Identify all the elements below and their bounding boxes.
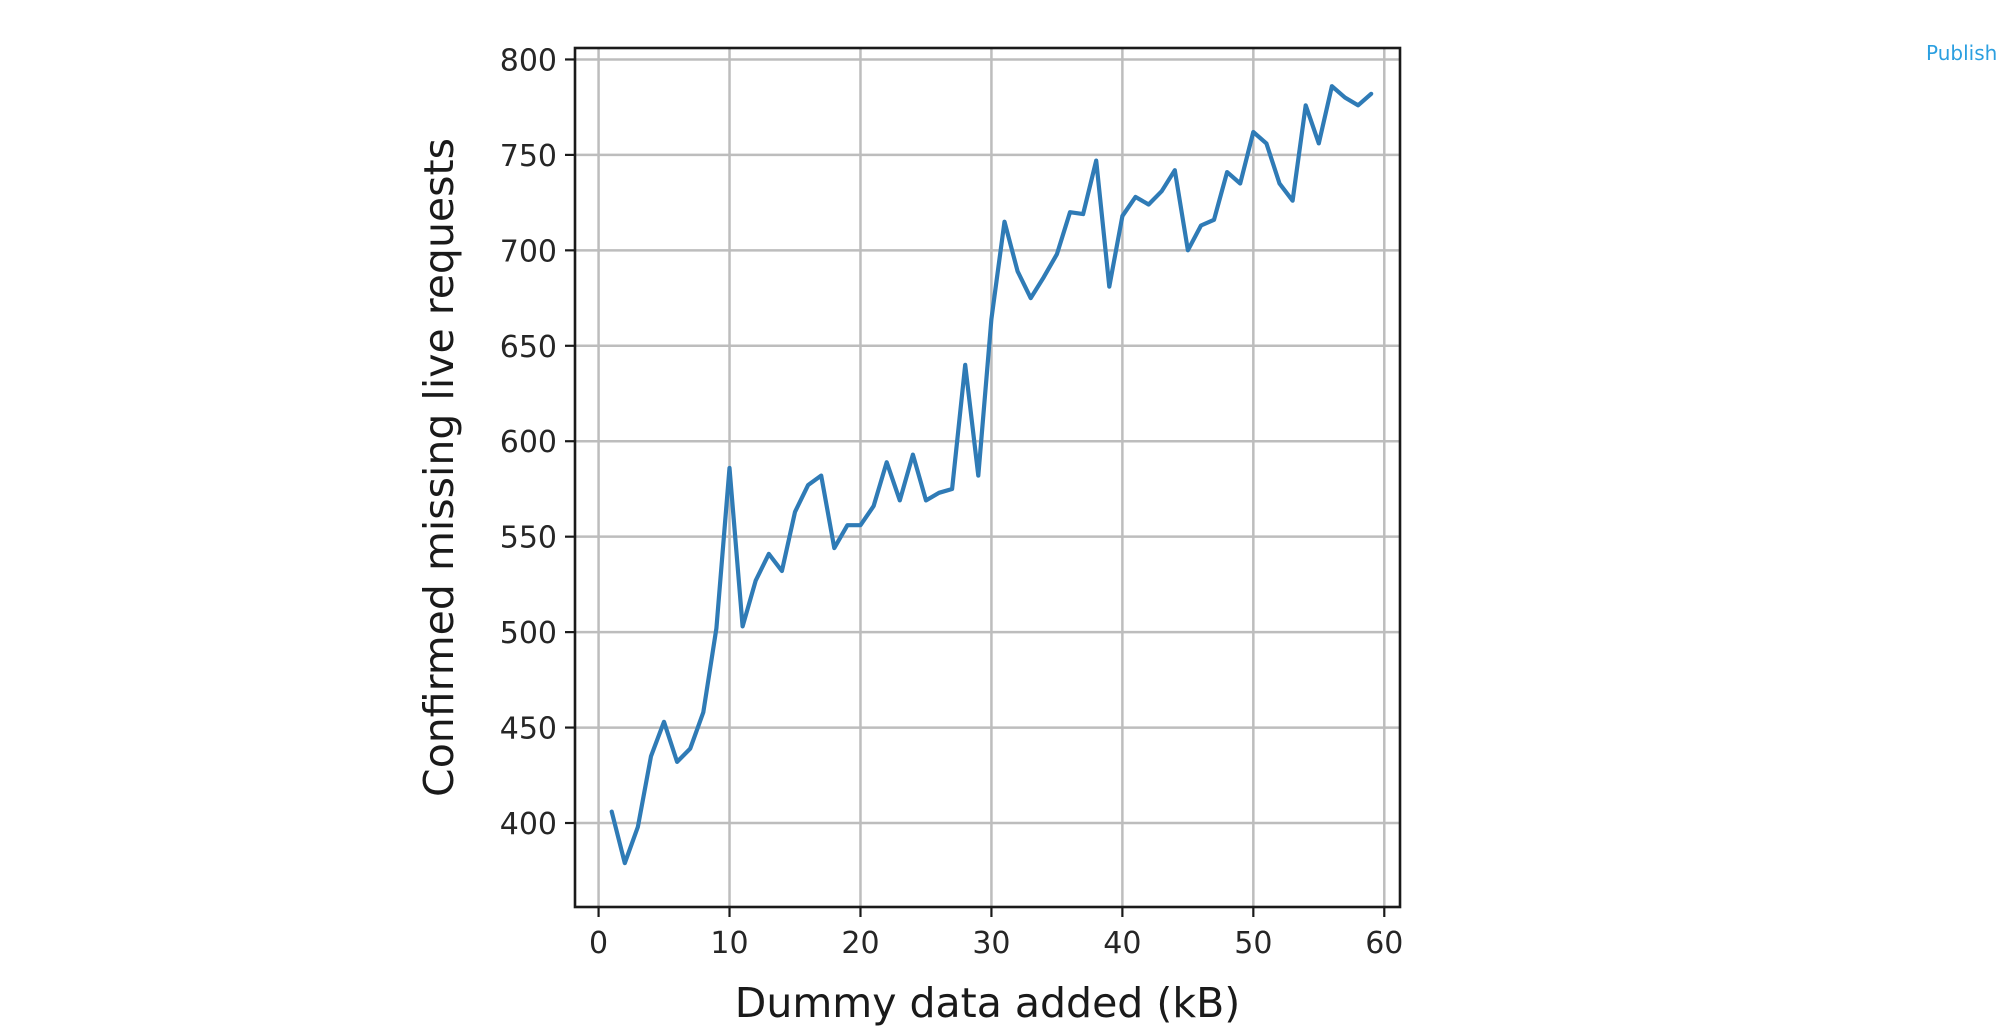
y-tick-label: 450: [500, 712, 557, 747]
y-tick-label: 600: [500, 425, 557, 460]
y-tick-label: 550: [500, 521, 557, 556]
x-tick-label: 40: [1103, 926, 1141, 961]
publish-label: Publish: [1926, 41, 1998, 65]
x-tick-label: 0: [589, 926, 608, 961]
publish-link[interactable]: Publish▾: [1926, 41, 2000, 65]
x-axis-title: Dummy data added (kB): [735, 979, 1240, 1027]
y-tick-label: 650: [500, 330, 557, 365]
x-tick-label: 10: [710, 926, 748, 961]
y-tick-label: 400: [500, 807, 557, 842]
y-tick-label: 800: [500, 43, 557, 78]
y-tick-label: 750: [500, 139, 557, 174]
x-tick-label: 50: [1234, 926, 1272, 961]
y-tick-label: 700: [500, 234, 557, 269]
series-layer: [609, 84, 1374, 866]
plot-frame: [573, 46, 1402, 909]
grid-lines: [575, 48, 1400, 907]
x-tick-label: 60: [1365, 926, 1403, 961]
y-axis-title: Confirmed missing live requests: [415, 138, 463, 797]
x-tick-label: 20: [841, 926, 879, 961]
y-tick-label: 500: [500, 616, 557, 651]
tick-labels: 0 10 20 30 40 50 60 400 450 500 550 600 650 700 750 800: [500, 43, 1404, 961]
series-line: [609, 84, 1374, 866]
x-tick-label: 30: [972, 926, 1010, 961]
ticks: [565, 58, 1386, 917]
